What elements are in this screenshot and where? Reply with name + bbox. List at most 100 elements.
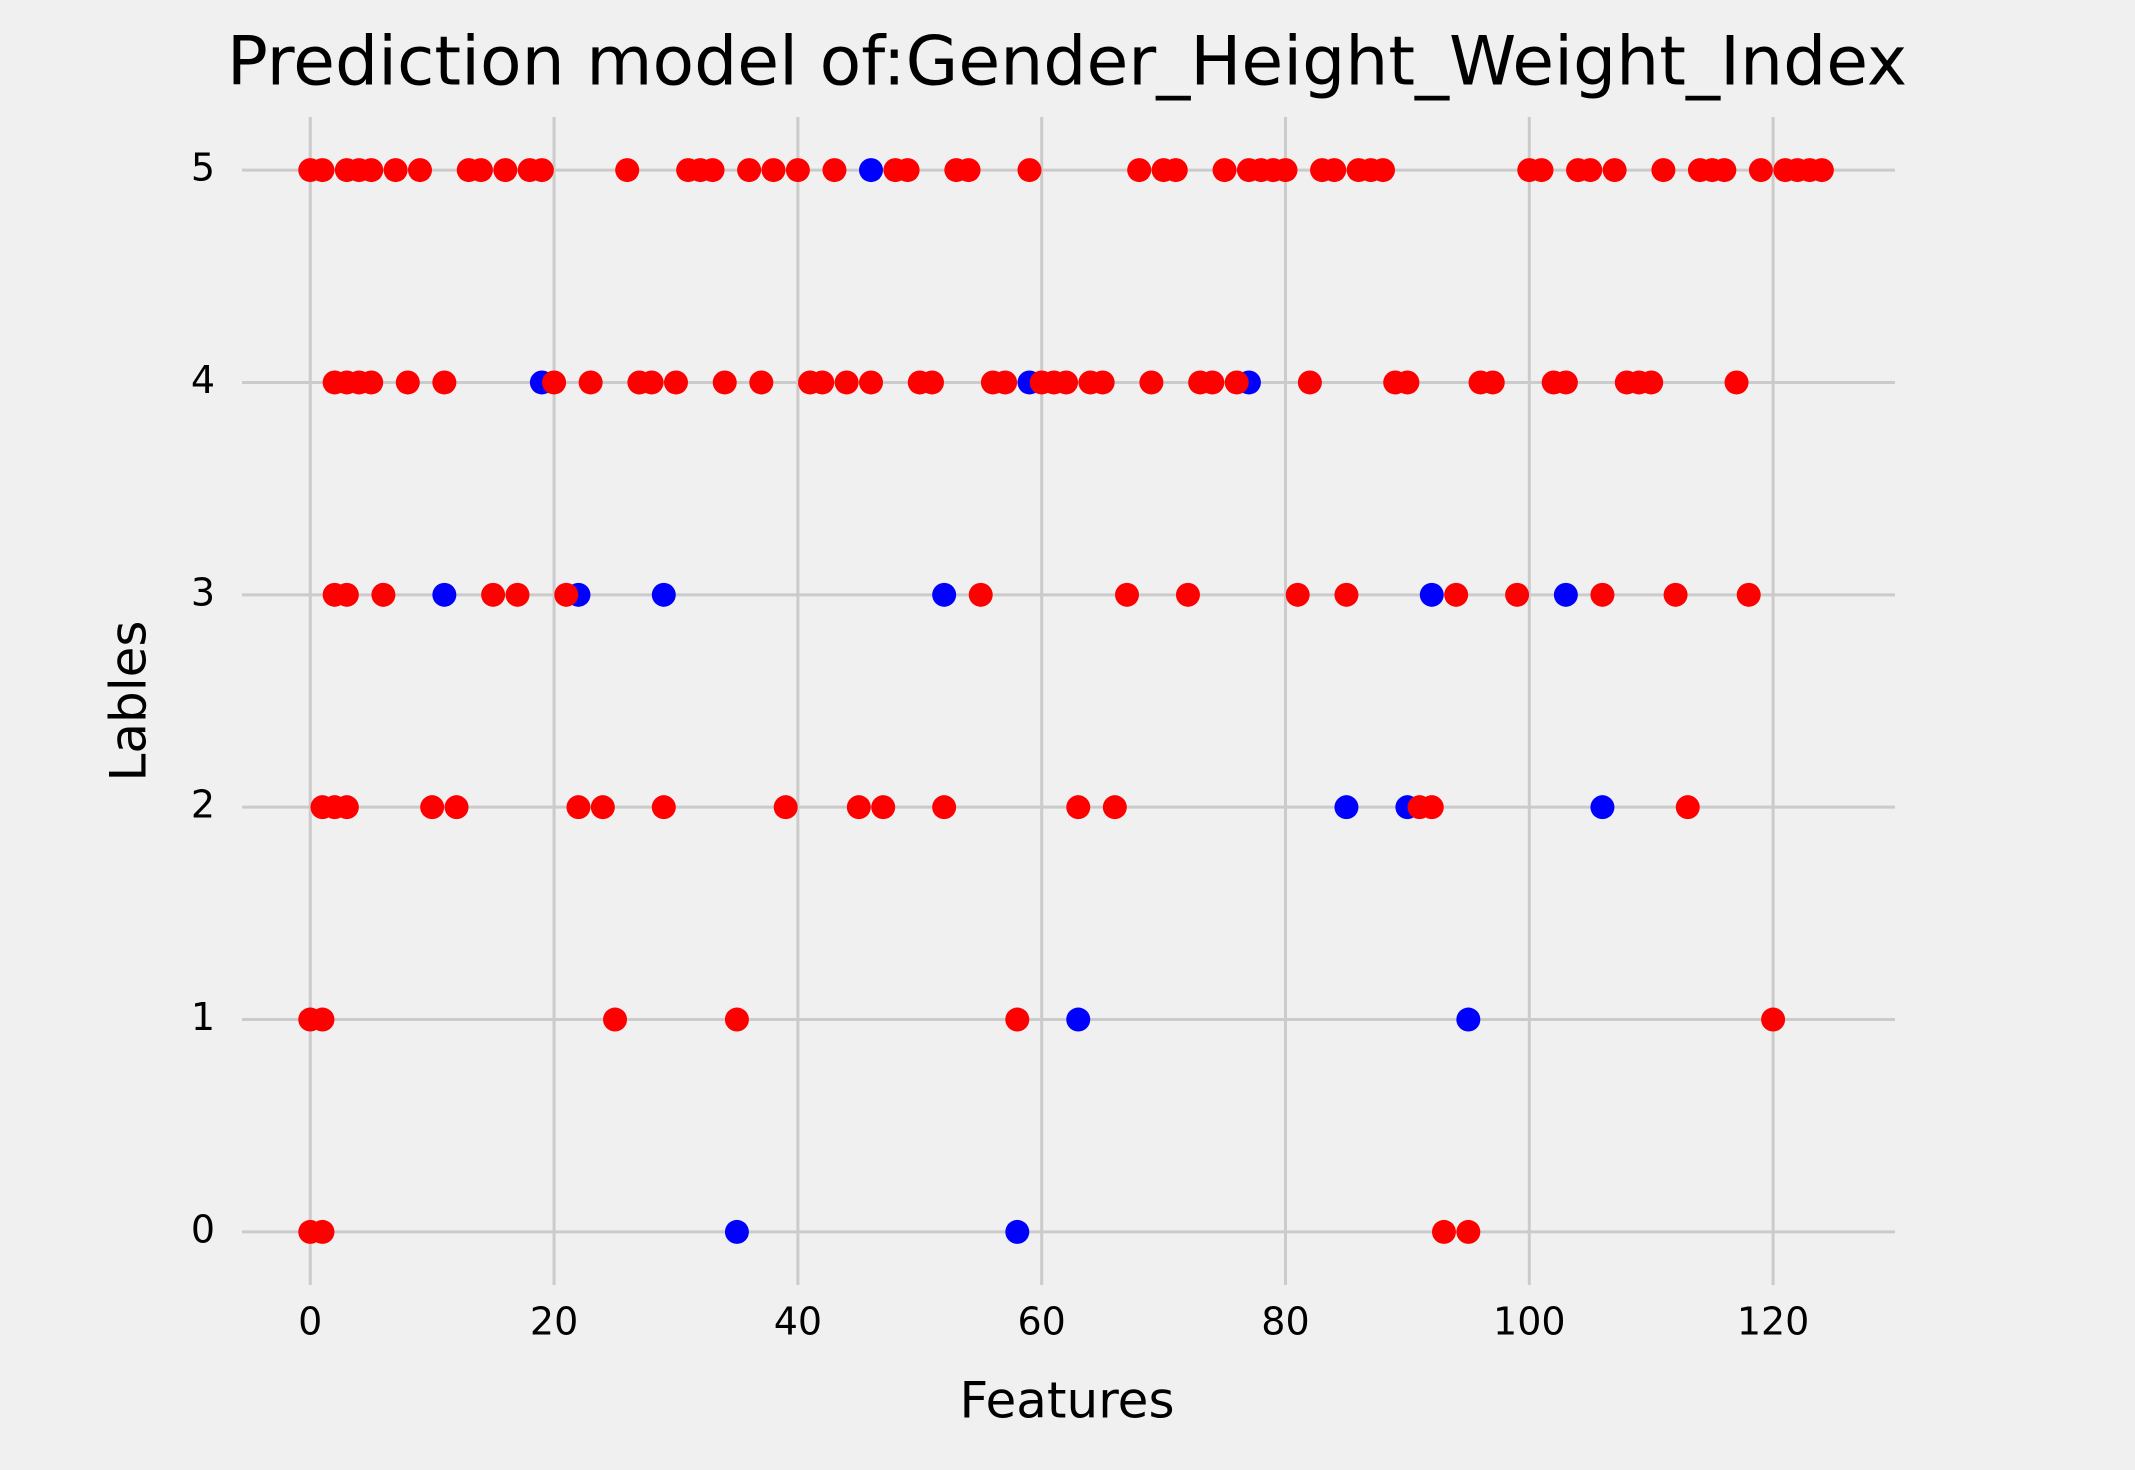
point [1602,158,1627,183]
point [590,795,615,820]
point [1200,370,1225,395]
point [895,158,920,183]
point [420,795,445,820]
point [1553,370,1578,395]
point [1224,370,1249,395]
point [1054,370,1079,395]
point [1334,795,1359,820]
point [529,158,554,183]
point [773,795,798,820]
point [1736,582,1761,607]
point [1322,158,1347,183]
point [1297,370,1322,395]
point [578,370,603,395]
point [1139,370,1164,395]
point [1017,158,1042,183]
point [310,1219,335,1244]
point [871,795,896,820]
point [1456,1007,1481,1032]
x-tick-label: 120 [1737,1300,1810,1344]
point [1115,582,1140,607]
point [481,582,506,607]
point [1273,158,1298,183]
point [785,158,810,183]
point [383,158,408,183]
point [1590,582,1615,607]
point [1712,158,1737,183]
point [1175,582,1200,607]
x-tick-label: 20 [530,1300,578,1344]
point [663,370,688,395]
point [932,795,957,820]
y-tick-label: 0 [191,1207,215,1251]
point [1127,158,1152,183]
point [932,582,957,607]
point [334,795,359,820]
y-tick-label: 1 [191,995,215,1039]
point [603,1007,628,1032]
x-tick-label: 60 [1018,1300,1066,1344]
point [651,795,676,820]
point [1663,582,1688,607]
point [712,370,737,395]
y-axis-label: Lables [100,621,158,782]
point [432,582,457,607]
chart-title: Prediction model of:Gender_Height_Weight… [227,23,1907,102]
point [359,370,384,395]
point [1066,795,1091,820]
point [859,158,884,183]
point [1066,1007,1091,1032]
point [810,370,835,395]
point [1748,158,1773,183]
point [724,1219,749,1244]
point [993,370,1018,395]
point [334,582,359,607]
x-tick-label: 100 [1493,1300,1566,1344]
x-tick-label: 40 [774,1300,822,1344]
point [737,158,762,183]
point [859,370,884,395]
point [968,582,993,607]
point [1480,370,1505,395]
point [1285,582,1310,607]
point [1212,158,1237,183]
point [822,158,847,183]
x-axis-label: Features [960,1372,1175,1430]
point [956,158,981,183]
point [1505,582,1530,607]
point [359,158,384,183]
point [919,370,944,395]
point [1419,795,1444,820]
point [1163,158,1188,183]
point [846,795,871,820]
point [432,370,457,395]
point [1371,158,1396,183]
point [1419,582,1444,607]
point [1809,158,1834,183]
point [1675,795,1700,820]
y-tick-label: 2 [191,783,215,827]
point [371,582,396,607]
point [749,370,774,395]
point [1444,582,1469,607]
point [493,158,518,183]
point [407,158,432,183]
point [1005,1219,1030,1244]
point [834,370,859,395]
point [724,1007,749,1032]
point [1005,1007,1030,1032]
x-tick-label: 0 [298,1300,322,1344]
point [1761,1007,1786,1032]
point [1651,158,1676,183]
point [444,795,469,820]
point [1334,582,1359,607]
point [1639,370,1664,395]
point [1102,795,1127,820]
x-tick-label: 80 [1261,1300,1309,1344]
y-tick-label: 4 [191,358,215,402]
point [1431,1219,1456,1244]
y-tick-label: 5 [191,146,215,190]
